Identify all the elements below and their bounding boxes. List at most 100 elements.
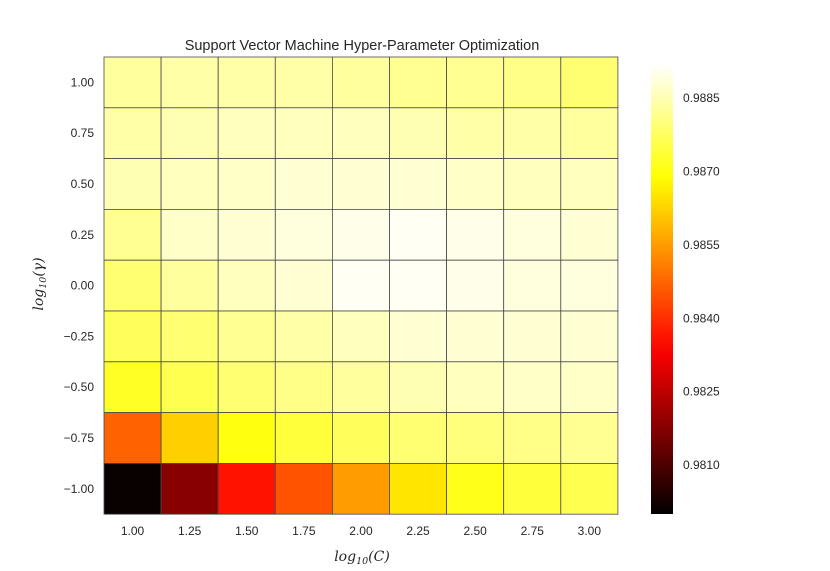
heatmap-cell (446, 310, 505, 363)
heatmap-cell (560, 56, 619, 109)
heatmap-cell (217, 361, 276, 413)
heatmap-cell (446, 208, 505, 261)
heatmap-cell (274, 310, 333, 363)
heatmap-cell (160, 107, 219, 160)
heatmap-cell (446, 107, 505, 160)
heatmap-cell (160, 462, 219, 515)
heatmap-cell (274, 208, 333, 261)
y-tick-label: 0.75 (71, 126, 95, 140)
heatmap-cell (446, 259, 505, 312)
heatmap-cell (103, 259, 162, 312)
heatmap-cell (446, 56, 505, 109)
heatmap-cell (217, 107, 276, 160)
heatmap-cell (331, 310, 390, 363)
colorbar-tick-label: 0.9810 (683, 458, 720, 472)
colorbar-tick-label: 0.9885 (683, 91, 720, 105)
heatmap-cell (560, 310, 619, 363)
heatmap-cell (503, 158, 562, 210)
heatmap-cell (103, 208, 162, 261)
heatmap-cell (331, 158, 390, 210)
heatmap-cell (217, 310, 276, 363)
heatmap-cell (560, 462, 619, 515)
heatmap-cell (331, 412, 390, 464)
heatmap-cell (274, 412, 333, 464)
y-tick-label: 0.00 (71, 279, 95, 293)
heatmap-cells (103, 56, 619, 515)
x-tick-label: 3.00 (578, 524, 602, 538)
y-tick-label: −0.75 (64, 431, 95, 445)
colorbar-tick-labels: 0.9885 0.9870 0.9855 0.9840 0.9825 0.9810 (683, 91, 720, 472)
heatmap-cell (160, 412, 219, 464)
heatmap-cell (160, 56, 219, 109)
heatmap-cell (217, 462, 276, 515)
heatmap-cell (560, 208, 619, 261)
heatmap-cell (389, 208, 447, 261)
x-tick-label: 2.00 (349, 524, 373, 538)
heatmap-cell (389, 361, 447, 413)
heatmap-cell (331, 462, 390, 515)
heatmap-cell (217, 208, 276, 261)
heatmap-cell (503, 107, 562, 160)
heatmap-cell (103, 107, 162, 160)
heatmap-cell (103, 56, 162, 109)
heatmap-cell (560, 107, 619, 160)
x-tick-label: 1.00 (121, 524, 145, 538)
heatmap-cell (560, 361, 619, 413)
x-tick-label: 1.50 (235, 524, 259, 538)
x-tick-labels: 1.00 1.25 1.50 1.75 2.00 2.25 2.50 2.75 3.00 (121, 524, 601, 538)
heatmap-cell (389, 107, 447, 160)
heatmap-cell (446, 158, 505, 210)
heatmap-cell (503, 56, 562, 109)
y-tick-label: −1.00 (64, 482, 95, 496)
heatmap-cell (274, 158, 333, 210)
heatmap-cell (389, 310, 447, 363)
heatmap-cell (503, 310, 562, 363)
heatmap-cell (217, 158, 276, 210)
heatmap-cell (331, 259, 390, 312)
heatmap-cell (446, 462, 505, 515)
heatmap-cell (331, 56, 390, 109)
x-axis-label: log10(C) (334, 549, 390, 567)
heatmap-cell (560, 158, 619, 210)
x-tick-label: 2.75 (521, 524, 545, 538)
heatmap-cell (503, 412, 562, 464)
x-tick-label: 2.50 (463, 524, 487, 538)
colorbar-tick-label: 0.9840 (683, 311, 720, 325)
y-tick-label: 0.25 (71, 228, 95, 242)
heatmap-cell (274, 462, 333, 515)
colorbar-tick-label: 0.9855 (683, 238, 720, 252)
heatmap-cell (274, 107, 333, 160)
y-tick-labels: 1.00 0.75 0.50 0.25 0.00 −0.25 −0.50 −0.75 −1.00 (64, 75, 95, 495)
heatmap-cell (103, 310, 162, 363)
heatmap-cell (446, 361, 505, 413)
colorbar-tick-label: 0.9825 (683, 385, 720, 399)
heatmap-cell (217, 259, 276, 312)
chart-title: Support Vector Machine Hyper-Parameter O… (185, 38, 540, 54)
colorbar-tick-label: 0.9870 (683, 165, 720, 179)
heatmap-cell (446, 412, 505, 464)
heatmap-cell (160, 158, 219, 210)
heatmap-cell (274, 259, 333, 312)
x-tick-label: 1.75 (292, 524, 316, 538)
heatmap-cell (503, 259, 562, 312)
y-axis-label: log10(γ) (31, 257, 49, 310)
heatmap-cell (103, 361, 162, 413)
heatmap-cell (389, 462, 447, 515)
heatmap-cell (274, 361, 333, 413)
heatmap-cell (503, 208, 562, 261)
heatmap-cell (217, 412, 276, 464)
heatmap-cell (217, 56, 276, 109)
heatmap-cell (389, 56, 447, 109)
heatmap-cell (331, 107, 390, 160)
heatmap-cell (503, 361, 562, 413)
heatmap-cell (160, 310, 219, 363)
heatmap-cell (103, 412, 162, 464)
heatmap-cell (503, 462, 562, 515)
heatmap-cell (160, 361, 219, 413)
heatmap-cell (331, 208, 390, 261)
heatmap-cell (160, 208, 219, 261)
heatmap-cell (560, 412, 619, 464)
heatmap-cell (274, 56, 333, 109)
heatmap-cell (160, 259, 219, 312)
